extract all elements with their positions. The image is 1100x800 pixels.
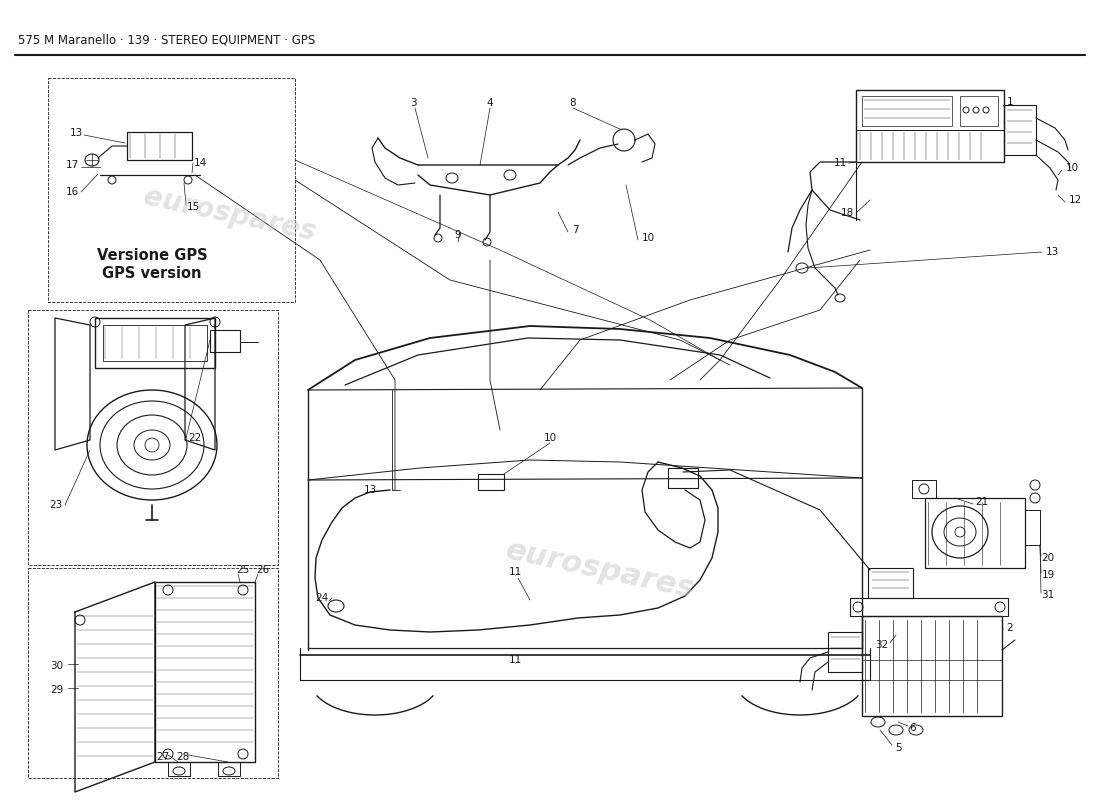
- Bar: [925, 498, 1025, 568]
- Text: 3: 3: [409, 98, 416, 108]
- Bar: [95, 318, 214, 368]
- Text: 10: 10: [641, 233, 654, 243]
- Bar: [960, 96, 998, 126]
- Text: 10: 10: [543, 433, 557, 443]
- Bar: [862, 616, 1002, 716]
- Bar: [1025, 510, 1040, 545]
- Text: 2: 2: [1006, 623, 1013, 633]
- Text: 17: 17: [65, 160, 78, 170]
- Text: 32: 32: [876, 640, 889, 650]
- Text: 14: 14: [194, 158, 207, 168]
- Bar: [850, 598, 1008, 616]
- Text: 6: 6: [910, 723, 916, 733]
- Text: 19: 19: [1042, 570, 1055, 580]
- Bar: [168, 762, 190, 776]
- Text: 13: 13: [69, 128, 82, 138]
- Text: 13: 13: [363, 485, 376, 495]
- Text: 21: 21: [976, 497, 989, 507]
- Bar: [103, 325, 207, 361]
- Text: 20: 20: [1042, 553, 1055, 563]
- Bar: [478, 474, 504, 490]
- Bar: [210, 330, 240, 352]
- Text: 28: 28: [176, 752, 189, 762]
- Text: 16: 16: [65, 187, 78, 197]
- Bar: [868, 568, 913, 598]
- Text: 15: 15: [186, 202, 199, 212]
- Text: 22: 22: [188, 433, 201, 443]
- Bar: [1004, 105, 1036, 155]
- Text: 13: 13: [1045, 247, 1058, 257]
- Bar: [862, 96, 951, 126]
- Text: 9: 9: [454, 230, 461, 240]
- Text: 27: 27: [156, 752, 169, 762]
- Bar: [218, 762, 240, 776]
- Text: 7: 7: [572, 225, 579, 235]
- Text: eurospares: eurospares: [503, 536, 697, 604]
- Text: 26: 26: [256, 565, 270, 575]
- Text: 5: 5: [894, 743, 901, 753]
- Text: 23: 23: [50, 500, 63, 510]
- Text: 1: 1: [1006, 97, 1013, 107]
- Text: 30: 30: [51, 661, 64, 671]
- Text: 12: 12: [1068, 195, 1081, 205]
- Text: 31: 31: [1042, 590, 1055, 600]
- Text: 575 M Maranello · 139 · STEREO EQUIPMENT · GPS: 575 M Maranello · 139 · STEREO EQUIPMENT…: [18, 34, 316, 46]
- Bar: [912, 480, 936, 498]
- Text: GPS version: GPS version: [102, 266, 201, 281]
- Bar: [856, 130, 1004, 162]
- Bar: [828, 632, 862, 672]
- Text: 10: 10: [1066, 163, 1079, 173]
- Text: 29: 29: [51, 685, 64, 695]
- Bar: [668, 468, 698, 488]
- Text: 24: 24: [316, 593, 329, 603]
- Text: 11: 11: [834, 158, 847, 168]
- Bar: [856, 90, 1004, 162]
- Text: eurospares: eurospares: [141, 183, 319, 247]
- Text: Versione GPS: Versione GPS: [97, 247, 207, 262]
- Text: 18: 18: [840, 208, 854, 218]
- Text: 11: 11: [508, 567, 521, 577]
- Text: 4: 4: [486, 98, 493, 108]
- Bar: [126, 132, 192, 160]
- Text: 8: 8: [570, 98, 576, 108]
- Text: 11: 11: [508, 655, 521, 665]
- Text: 25: 25: [236, 565, 250, 575]
